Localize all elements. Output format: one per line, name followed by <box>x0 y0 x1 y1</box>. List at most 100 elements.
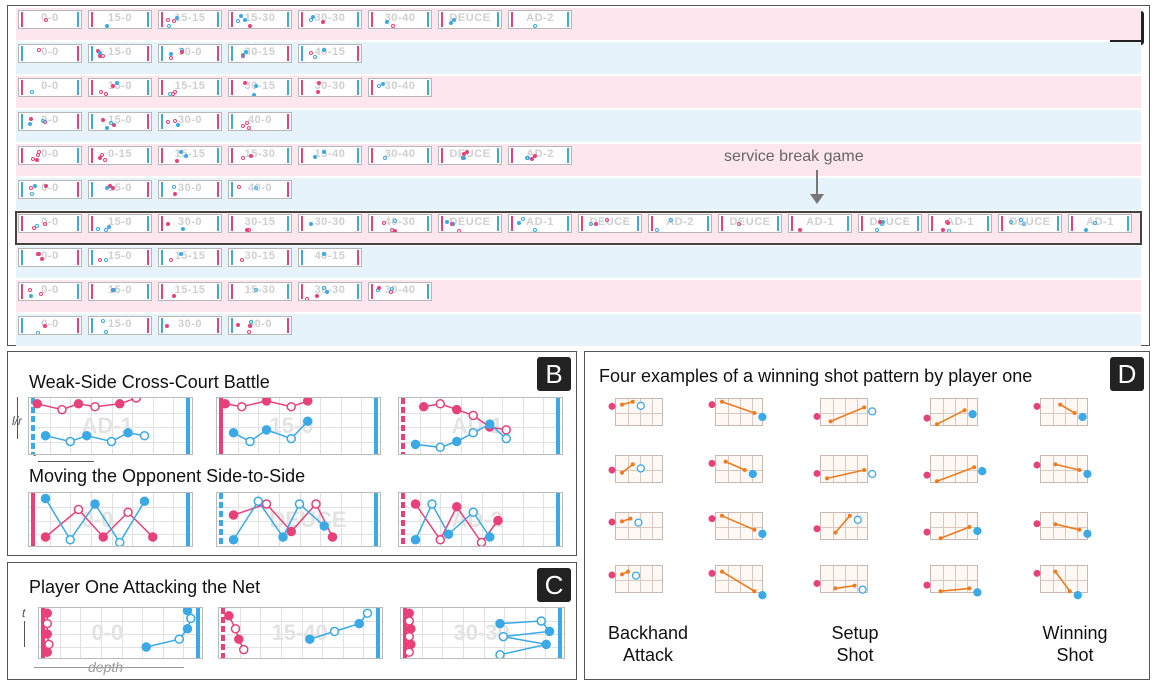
point-tile[interactable]: 30-0 <box>158 316 222 335</box>
pattern-court[interactable] <box>708 565 767 600</box>
point-tile[interactable]: 30-40 <box>368 282 432 301</box>
point-tile[interactable]: 30-40 <box>368 10 432 29</box>
point-tile[interactable]: 15-15 <box>158 248 222 267</box>
point-tile[interactable]: 0-0 <box>18 316 82 335</box>
pattern-court[interactable] <box>923 455 987 484</box>
pattern-court[interactable] <box>923 565 982 597</box>
court-b1-2[interactable]: 15-0 <box>216 397 381 455</box>
point-tile[interactable]: DEUCE <box>438 146 502 165</box>
court-b1-1[interactable]: AD-1 <box>28 397 193 455</box>
point-tile[interactable]: AD-2 <box>648 214 712 233</box>
point-tile[interactable]: AD-1 <box>788 214 852 233</box>
point-tile[interactable]: 0-0 <box>18 282 82 301</box>
point-tile[interactable]: 15-30 <box>228 10 292 29</box>
point-tile[interactable]: 0-0 <box>18 78 82 97</box>
point-tile[interactable]: DEUCE <box>438 214 502 233</box>
point-tile[interactable]: DEUCE <box>718 214 782 233</box>
pattern-court[interactable] <box>813 565 868 594</box>
point-tile[interactable]: 15-40 <box>298 146 362 165</box>
point-tile[interactable]: 0-0 <box>18 146 82 165</box>
server-bar <box>231 318 233 333</box>
point-tile[interactable]: 0-15 <box>88 146 152 165</box>
point-tile[interactable]: 30-15 <box>228 44 292 63</box>
pattern-court[interactable] <box>813 512 868 540</box>
pattern-trace <box>1033 461 1092 479</box>
point-tile[interactable]: AD-1 <box>1068 214 1132 233</box>
point-tile[interactable]: DEUCE <box>438 10 502 29</box>
point-tile[interactable]: 30-0 <box>158 180 222 199</box>
point-tile[interactable]: 30-15 <box>228 214 292 233</box>
point-tile[interactable]: 0-0 <box>18 44 82 63</box>
point-tile[interactable]: 15-0 <box>88 10 152 29</box>
point-tile[interactable]: 40-15 <box>298 248 362 267</box>
point-tile[interactable]: 15-30 <box>228 146 292 165</box>
pattern-court[interactable] <box>813 455 877 483</box>
point-tile[interactable]: 40-0 <box>228 316 292 335</box>
court-b2-2[interactable]: DEUCE <box>216 492 381 547</box>
pattern-court[interactable] <box>923 398 978 427</box>
point-tile[interactable]: 30-0 <box>158 214 222 233</box>
point-tile[interactable]: 15-15 <box>158 146 222 165</box>
point-tile[interactable]: 0-0 <box>18 112 82 131</box>
court-c-2[interactable]: 15-40 <box>218 607 383 659</box>
pattern-court[interactable] <box>608 455 663 483</box>
point-tile[interactable]: 15-30 <box>228 282 292 301</box>
point-tile[interactable]: 15-0 <box>88 180 152 199</box>
pattern-court[interactable] <box>1033 565 1088 600</box>
point-tile[interactable]: 40-15 <box>298 44 362 63</box>
court-b2-3[interactable]: AD-2 <box>398 492 563 547</box>
point-tile[interactable]: DEUCE <box>858 214 922 233</box>
pattern-court[interactable] <box>708 512 767 540</box>
point-tile[interactable]: 30-15 <box>228 248 292 267</box>
point-tile[interactable]: 15-15 <box>158 282 222 301</box>
point-tile[interactable]: AD-2 <box>508 10 572 29</box>
shot-point <box>319 521 329 531</box>
pattern-court[interactable] <box>708 398 767 426</box>
court-b1-3[interactable]: AD-1 <box>398 397 563 455</box>
court-c-3[interactable]: 30-30 <box>400 607 565 659</box>
point-tile[interactable]: 30-30 <box>298 214 362 233</box>
point-tile[interactable]: 15-0 <box>88 78 152 97</box>
point-tile[interactable]: 15-0 <box>88 316 152 335</box>
court-b2-1[interactable]: 0-0 <box>28 492 193 547</box>
court-line <box>121 608 123 658</box>
point-tile[interactable]: 15-0 <box>88 112 152 131</box>
pattern-court[interactable] <box>708 455 763 483</box>
point-tile[interactable]: 30-0 <box>158 44 222 63</box>
point-tile[interactable]: 30-30 <box>298 78 362 97</box>
point-tile[interactable]: 40-30 <box>368 214 432 233</box>
pattern-court[interactable] <box>813 398 877 426</box>
point-tile[interactable]: 0-0 <box>18 10 82 29</box>
point-tile[interactable]: 30-40 <box>368 146 432 165</box>
pattern-court[interactable] <box>1033 455 1092 483</box>
point-tile[interactable]: 30-15 <box>228 78 292 97</box>
point-tile[interactable]: DEUCE <box>578 214 642 233</box>
court-c-1[interactable]: 0-0 <box>38 607 203 659</box>
point-tile[interactable]: 0-0 <box>18 248 82 267</box>
point-tile[interactable]: 40-0 <box>228 180 292 199</box>
pattern-court[interactable] <box>923 512 982 541</box>
point-tile[interactable]: 30-0 <box>158 112 222 131</box>
point-tile[interactable]: DEUCE <box>998 214 1062 233</box>
point-tile[interactable]: AD-1 <box>508 214 572 233</box>
point-tile[interactable]: 15-0 <box>88 214 152 233</box>
pattern-court[interactable] <box>608 565 663 593</box>
point-tile[interactable]: 15-15 <box>158 78 222 97</box>
point-tile[interactable]: 0-0 <box>18 214 82 233</box>
point-tile[interactable]: AD-2 <box>508 146 572 165</box>
point-tile[interactable]: 0-0 <box>18 180 82 199</box>
pattern-court[interactable] <box>1033 398 1088 426</box>
point-tile[interactable]: 30-30 <box>298 10 362 29</box>
point-tile[interactable]: 15-15 <box>158 10 222 29</box>
server-bar <box>91 318 93 333</box>
pattern-court[interactable] <box>608 512 663 540</box>
pattern-court[interactable] <box>1033 512 1092 540</box>
pattern-court[interactable] <box>608 398 663 426</box>
point-tile[interactable]: 15-0 <box>88 248 152 267</box>
point-tile[interactable]: 15-0 <box>88 282 152 301</box>
point-tile[interactable]: 30-40 <box>368 78 432 97</box>
point-tile[interactable]: AD-1 <box>928 214 992 233</box>
point-tile[interactable]: 30-30 <box>298 282 362 301</box>
point-tile[interactable]: 15-0 <box>88 44 152 63</box>
point-tile[interactable]: 40-0 <box>228 112 292 131</box>
